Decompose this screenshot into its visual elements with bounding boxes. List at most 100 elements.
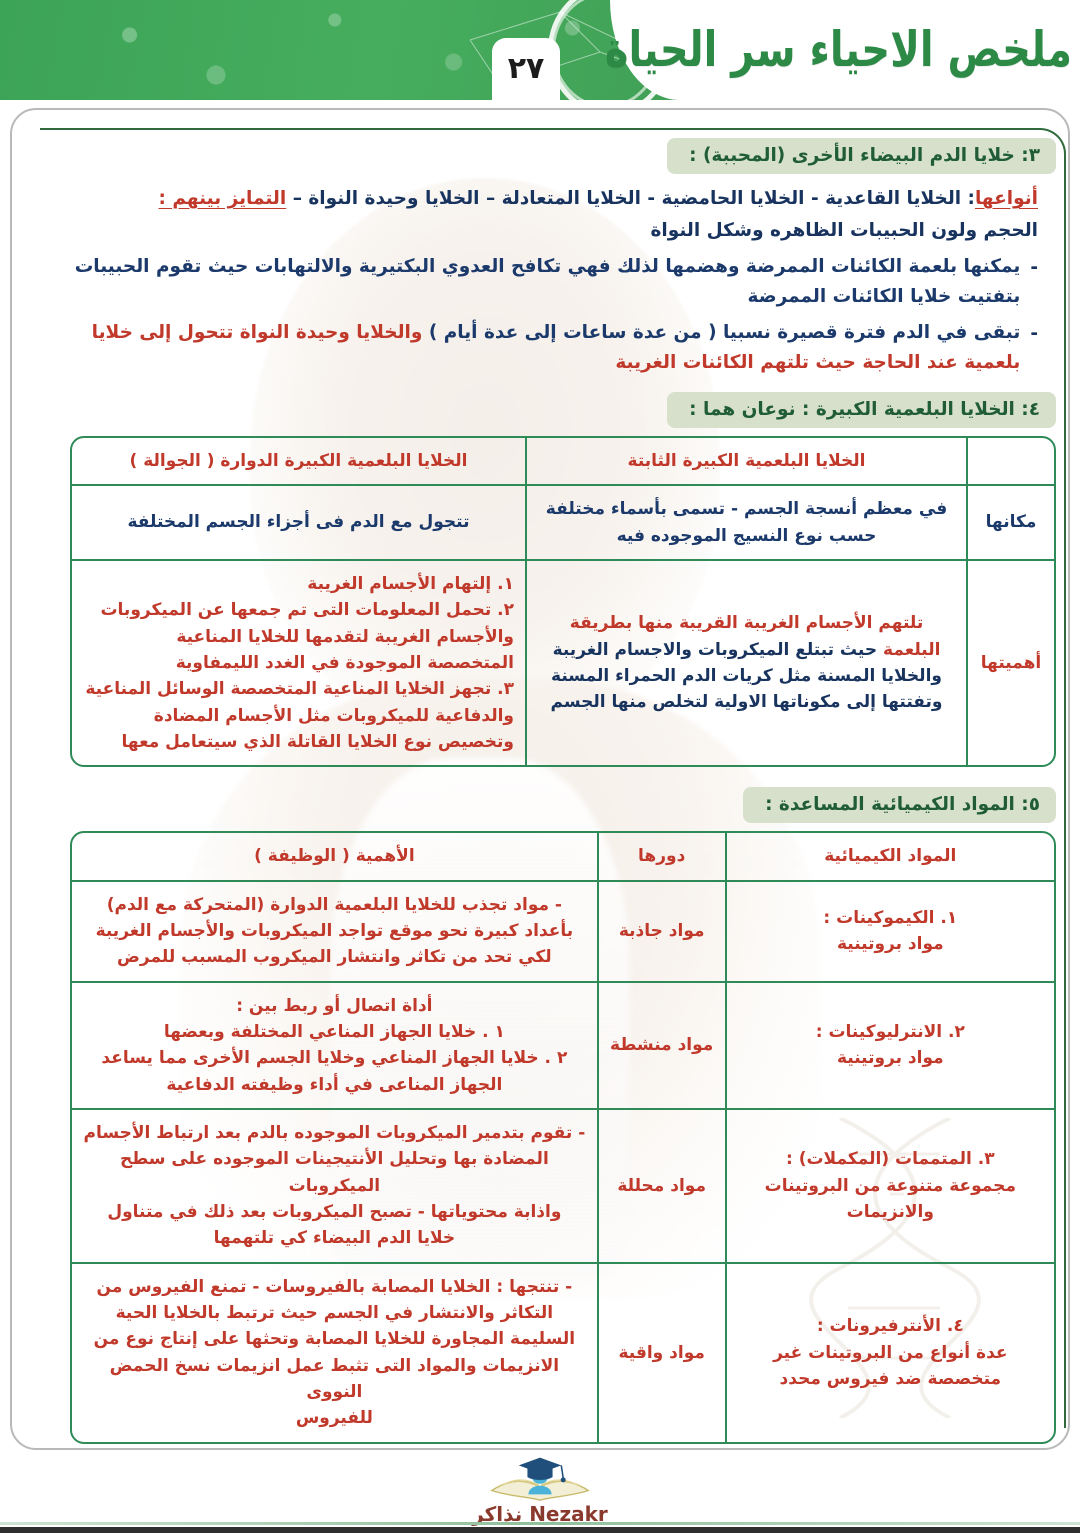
roaming-item-1-line-1: ١. إلتهام الأجسام الغريبة bbox=[307, 573, 514, 594]
table-row: ٤. الأنترفيرونات : عدة أنواع من البروتين… bbox=[72, 1261, 1054, 1442]
table-header-row: المواد الكيميائية دورها الأهمية ( الوظيف… bbox=[72, 833, 1054, 880]
header-role: دورها bbox=[596, 833, 725, 880]
header-importance: الأهمية ( الوظيفة ) bbox=[254, 846, 415, 867]
roaming-item-2-line-2: والأجسام الغريبة لتقدمها للخلايا المناعي… bbox=[176, 626, 514, 647]
importance-3-line-2: المضادة بها وتحليل الأنتيجينات الموجوده … bbox=[119, 1149, 549, 1196]
fixed-importance-red-2: البلعمة bbox=[883, 639, 941, 660]
cell-importance-1: - مواد تجذب للخلايا البلعمية الدوارة (ال… bbox=[72, 879, 597, 981]
cell-roaming-location: تتجول مع الدم فى أجزاء الجسم المختلفة bbox=[72, 484, 525, 559]
page-content: ٣: خلايا الدم البيضاء الأخرى (المحببة) :… bbox=[48, 138, 1056, 1464]
substance-2-sub: مواد بروتينية bbox=[836, 1048, 944, 1069]
substance-1-sub: مواد بروتينية bbox=[836, 934, 944, 955]
page-number-badge: ٢٧ bbox=[492, 38, 560, 100]
cell-importance-2: أداة اتصال أو ربط بين : ١ . خلايا الجهاز… bbox=[72, 980, 597, 1108]
cell-substance-3: ٣. المتممات (المكملات) : مجموعة متنوعة م… bbox=[724, 1108, 1054, 1262]
cell-substance-4: ٤. الأنترفيرونات : عدة أنواع من البروتين… bbox=[724, 1261, 1054, 1442]
fixed-location-line-2: حسب نوع النسيج الموجوده فيه bbox=[616, 525, 877, 546]
importance-2-line-3: ٢ . خلايا الجهاز المناعي وخلايا الجسم ال… bbox=[101, 1048, 568, 1069]
cell-role-4: مواد واقية bbox=[596, 1261, 725, 1442]
header-blank-cell bbox=[966, 437, 1054, 485]
roaming-item-1: ١. إلتهام الأجسام الغريبة bbox=[83, 571, 514, 597]
page-number: ٢٧ bbox=[507, 51, 545, 86]
section-badge-3: ٣: خلايا الدم البيضاء الأخرى (المحببة) : bbox=[667, 138, 1056, 174]
section-badge-4: ٤: الخلايا البلعمية الكبيرة : نوعان هما … bbox=[667, 391, 1056, 428]
graduation-book-icon bbox=[490, 1457, 590, 1501]
cell-substance-1: ١. الكيموكينات : مواد بروتينية bbox=[724, 879, 1054, 981]
row-label-importance: أهميتها bbox=[966, 558, 1054, 766]
bullet-2-line-1: تبقى في الدم فترة قصيرة نسبيا ( من عدة س… bbox=[52, 318, 1021, 348]
cell-role-2: مواد منشطة bbox=[596, 980, 725, 1108]
importance-4-line-3: السليمة المجاورة للخلايا المصابة وتحثها … bbox=[93, 1329, 576, 1350]
cell-importance-4: - تنتجها : الخلايا المصابة بالفيروسات - … bbox=[72, 1261, 597, 1442]
fixed-importance-dark-1: حيث تبتلع الميكروبات والاجسام الغريبة bbox=[552, 639, 878, 660]
content-sheet-border bbox=[40, 128, 1066, 1428]
header-roaming-macrophages: الخلايا البلعمية الكبيرة الدوارة ( الجوا… bbox=[129, 450, 468, 471]
distinction-label: التمايز بينهم : bbox=[158, 188, 287, 209]
section-5-header-row: ٥: المواد الكيميائية المساعدة : bbox=[48, 787, 1056, 824]
bullet-2-red: والخلايا وحيدة النواة تتحول إلى خلايا bbox=[91, 321, 423, 343]
cell-substance-2: ٢. الانترليوكينات : مواد بروتينية bbox=[724, 980, 1054, 1108]
bullet-1-text: يمكنها بلعمة الكائنات الممرضة وهضمها لذل… bbox=[52, 252, 1021, 312]
roaming-item-2: ٢. تحمل المعلومات التى تم جمعها عن الميك… bbox=[83, 597, 514, 676]
cell-fixed-importance: تلتهم الأجسام الغريبة القريبة منها بطريق… bbox=[525, 558, 967, 766]
importance-3-line-1: - تقوم بتدمير الميكروبات الموجوده بالدم … bbox=[83, 1123, 586, 1143]
importance-1-line-2: بأعداد كبيرة نحو موقع تواجد الميكروبات و… bbox=[95, 920, 574, 941]
roaming-item-2-line-3: المتخصصة الموجودة في الغدد الليمفاوية bbox=[175, 652, 514, 673]
header-substance: المواد الكيميائية bbox=[724, 833, 1054, 880]
substance-3-sub: مجموعة متنوعة من البروتينات والانزيمات bbox=[764, 1175, 1016, 1223]
cell-fixed-location: في معظم أنسجة الجسم - تسمى بأسماء مختلفة… bbox=[525, 484, 967, 559]
cell-importance-3: - تقوم بتدمير الميكروبات الموجوده بالدم … bbox=[72, 1108, 597, 1262]
types-label: أنواعها bbox=[974, 188, 1038, 209]
bullet-2-text: تبقى في الدم فترة قصيرة نسبيا ( من عدة س… bbox=[52, 318, 1021, 378]
substance-4-sub: عدة أنواع من البروتينات غير متخصصة ضد في… bbox=[773, 1342, 1008, 1389]
table-row: ٣. المتممات (المكملات) : مجموعة متنوعة م… bbox=[72, 1108, 1054, 1262]
roaming-item-3-line-1: ٣. تجهز الخلايا المناعية المتخصصة الوسائ… bbox=[85, 679, 514, 700]
table-row: أهميتها تلتهم الأجسام الغريبة القريبة من… bbox=[72, 558, 1054, 766]
bullet-2: - تبقى في الدم فترة قصيرة نسبيا ( من عدة… bbox=[52, 318, 1038, 378]
header-fixed-macrophages: الخلايا البلعمية الكبيرة الثابتة bbox=[525, 437, 966, 485]
page-outer-frame bbox=[10, 108, 1070, 1450]
fixed-location-line-1: في معظم أنسجة الجسم - تسمى بأسماء مختلفة bbox=[545, 499, 948, 520]
importance-3-line-3: واذابة محتوياتها - تصبح الميكروبات بعد ذ… bbox=[107, 1202, 562, 1223]
roaming-item-3-line-3: وتخصيص نوع الخلايا القاتلة الذي سيتعامل … bbox=[121, 731, 514, 752]
cell-role-3: مواد محللة bbox=[596, 1108, 725, 1262]
substance-3-title: ٣. المتممات (المكملات) : bbox=[785, 1149, 995, 1170]
bullet-1-line-1: يمكنها بلعمة الكائنات الممرضة وهضمها لذل… bbox=[74, 255, 1021, 277]
bullet-1-line-2: بتفتيت خلايا الكائنات الممرضة bbox=[747, 285, 1021, 307]
header-title-panel: ملخص الاحياء سر الحياة bbox=[605, 0, 1080, 100]
row-label-location: مكانها bbox=[966, 484, 1054, 559]
fixed-importance-red-1: تلتهم الأجسام الغريبة القريبة منها بطريق… bbox=[569, 613, 924, 634]
importance-4-line-4: الانزيمات والمواد التى تثبط عمل انزيمات … bbox=[109, 1355, 560, 1403]
types-value: : الخلايا القاعدية - الخلايا الحامضية - … bbox=[292, 188, 975, 209]
cell-role-1: مواد جاذبة bbox=[596, 879, 725, 981]
importance-4-line-5: للفيروس bbox=[295, 1408, 373, 1429]
importance-2-line-1: أداة اتصال أو ربط بين : bbox=[236, 995, 433, 1016]
roaming-item-3: ٣. تجهز الخلايا المناعية المتخصصة الوسائ… bbox=[83, 676, 514, 755]
section-badge-5: ٥: المواد الكيميائية المساعدة : bbox=[743, 787, 1056, 824]
importance-3-line-4: خلايا الدم البيضاء كي تلتهمها bbox=[213, 1228, 456, 1249]
cell-roaming-importance: ١. إلتهام الأجسام الغريبة ٢. تحمل المعلو… bbox=[72, 558, 525, 765]
importance-4-line-2: التكاثر والانتشار في الجسم حيث ترتبط بال… bbox=[115, 1303, 554, 1324]
importance-2-line-4: الجهاز المناعى في أداء وظيفته الدفاعية bbox=[166, 1074, 503, 1095]
bullet-dash: - bbox=[1030, 256, 1038, 278]
bullet-1: - يمكنها بلعمة الكائنات الممرضة وهضمها ل… bbox=[52, 252, 1038, 312]
footer-rule-dark bbox=[0, 1527, 1080, 1533]
section-3-header-row: ٣: خلايا الدم البيضاء الأخرى (المحببة) : bbox=[48, 138, 1056, 174]
importance-4-line-1: - تنتجها : الخلايا المصابة بالفيروسات - … bbox=[96, 1276, 573, 1297]
footer-rule-light bbox=[0, 1522, 1080, 1525]
page-footer: Nezakr نذاكر bbox=[0, 1448, 1080, 1533]
importance-1-line-1: - مواد تجذب للخلايا البلعمية الدوارة (ال… bbox=[106, 894, 562, 915]
roaming-item-2-line-1: ٢. تحمل المعلومات التى تم جمعها عن الميك… bbox=[100, 600, 514, 621]
bullet-2-line-2: بلعمية عند الحاجة حيث تلتهم الكائنات الغ… bbox=[615, 351, 1021, 373]
table-row: ١. الكيموكينات : مواد بروتينية مواد جاذب… bbox=[72, 879, 1054, 981]
fixed-importance-dark-2: والخلايا المسنة مثل كريات الدم الحمراء ا… bbox=[551, 666, 942, 687]
fixed-importance-dark-3: وتفتتها إلى مكوناتها الاولية لتخلص منها … bbox=[550, 692, 943, 713]
roaming-item-3-line-2: والدفاعية للميكروبات مثل الأجسام المضادة bbox=[153, 705, 514, 726]
page-header: ملخص الاحياء سر الحياة ٢٧ bbox=[0, 0, 1080, 100]
bullet-2-navy: تبقى في الدم فترة قصيرة نسبيا ( من عدة س… bbox=[428, 321, 1021, 343]
substance-1-title: ١. الكيموكينات : bbox=[823, 907, 958, 928]
fixed-importance-line-2: البلعمة حيث تبتلع الميكروبات والاجسام ال… bbox=[538, 637, 955, 663]
chemicals-table: المواد الكيميائية دورها الأهمية ( الوظيف… bbox=[70, 831, 1056, 1444]
table-header-row: الخلايا البلعمية الكبيرة الثابتة الخلايا… bbox=[72, 437, 1054, 485]
